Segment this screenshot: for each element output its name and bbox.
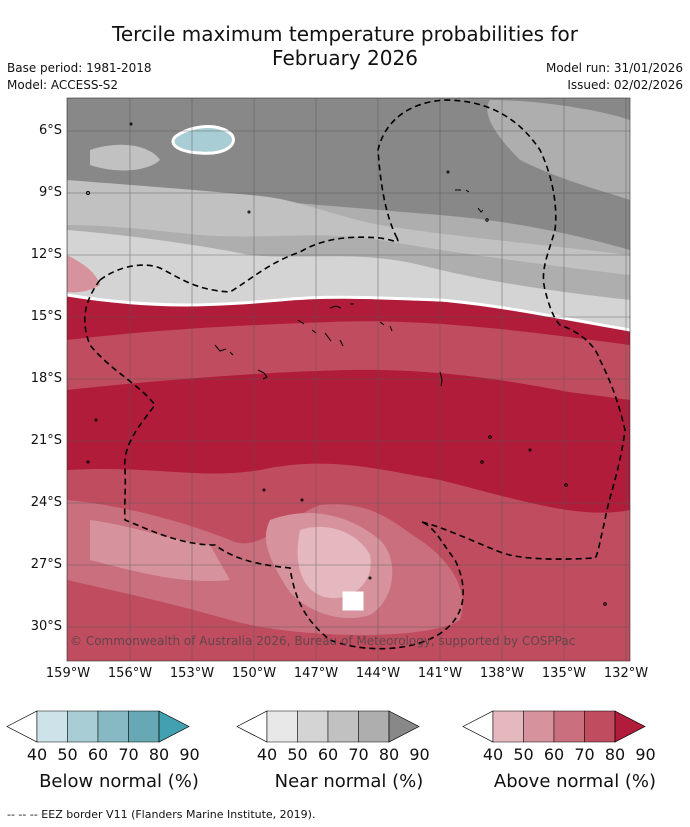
colorbar-segment — [553, 710, 585, 743]
y-tick-label: 30°S — [30, 619, 62, 634]
colorbar-segment — [128, 710, 160, 743]
x-tick-label: 156°W — [107, 666, 153, 681]
x-tick-label: 141°W — [417, 666, 463, 681]
island-outlines — [86, 122, 607, 606]
colorbar-tick-label: 90 — [635, 745, 656, 764]
colorbar-tick-label: 50 — [57, 745, 78, 764]
colorbar-tick-label: 70 — [348, 745, 369, 764]
eez-border-north — [99, 236, 399, 293]
x-tick-label: 132°W — [603, 666, 649, 681]
colorbar-segment — [584, 710, 616, 743]
below-normal-patch — [171, 125, 235, 155]
colorbar-segment — [67, 710, 99, 743]
colorbar-below — [6, 710, 190, 743]
above-70-field-sw — [67, 600, 240, 661]
colorbar-above — [462, 710, 646, 743]
model-run: Model run: 31/01/2026 — [545, 61, 683, 75]
y-tick-label: 18°S — [30, 371, 62, 386]
colorbar-high-arrow — [614, 710, 646, 743]
colorbar-segment — [266, 710, 298, 743]
near-80-patch — [487, 100, 630, 200]
colorbar-title-above: Above normal (%) — [493, 771, 657, 792]
above-50-patch-nw — [67, 255, 100, 293]
colorbar-tick-label: 60 — [317, 745, 339, 764]
y-tick-label: 12°S — [30, 247, 62, 262]
near-normal-patch — [342, 591, 364, 611]
colorbar-tick-label: 40 — [26, 745, 48, 764]
title-line-2: February 2026 — [272, 46, 418, 70]
colorbar-tick-label: 40 — [256, 745, 278, 764]
x-tick-label: 147°W — [293, 666, 339, 681]
y-tick-label: 15°S — [30, 309, 62, 324]
colorbar-tick-label: 60 — [543, 745, 565, 764]
base-period: Base period: 1981-2018 — [7, 61, 152, 75]
colorbar-tick-label: 40 — [482, 745, 504, 764]
colorbar-low-arrow — [236, 710, 268, 743]
copyright-note: © Commonwealth of Australia 2026, Bureau… — [70, 634, 576, 648]
colorbar-segment — [492, 710, 524, 743]
colorbar-title-near: Near normal (%) — [274, 771, 424, 792]
near-70-band — [67, 180, 630, 275]
colorbar-tick-label: 90 — [179, 745, 200, 764]
y-tick-label: 21°S — [30, 433, 62, 448]
colorbar-low-arrow — [6, 710, 38, 743]
x-tick-label: 135°W — [541, 666, 587, 681]
colorbar-segment — [327, 710, 359, 743]
colorbar-high-arrow — [388, 710, 420, 743]
eez-border-west — [84, 279, 464, 650]
eez-footnote: -- -- -- EEZ border V11 (Flanders Marine… — [7, 808, 316, 821]
map-fields — [67, 98, 630, 661]
colorbar-segment — [297, 710, 329, 743]
meta-left: Base period: 1981-2018 Model: ACCESS-S2 — [7, 60, 152, 94]
eez-border-east — [377, 99, 626, 560]
colorbar-segment — [523, 710, 555, 743]
colorbar-tick-label: 70 — [118, 745, 139, 764]
colorbar-tick-label: 90 — [409, 745, 430, 764]
y-tick-label: 6°S — [38, 123, 62, 138]
near-70-patch — [90, 144, 160, 171]
issued-date: Issued: 02/02/2026 — [567, 78, 683, 92]
colorbar-tick-label: 80 — [604, 745, 626, 764]
y-tick-label: 9°S — [38, 185, 62, 200]
y-tick-label: 27°S — [30, 557, 62, 572]
near-normal-boundary — [67, 293, 630, 332]
x-tick-label: 138°W — [479, 666, 525, 681]
graticule — [67, 98, 630, 661]
colorbar-tick-label: 50 — [287, 745, 308, 764]
colorbar-tick-label: 80 — [378, 745, 400, 764]
colorbar-tick-label: 70 — [574, 745, 595, 764]
colorbar-segment — [97, 710, 129, 743]
colorbar-tick-label: 80 — [148, 745, 170, 764]
map-frame — [66, 97, 631, 662]
colorbar-tick-label: 50 — [513, 745, 534, 764]
colorbar-near — [236, 710, 420, 743]
model-name: Model: ACCESS-S2 — [7, 78, 119, 92]
x-tick-label: 150°W — [231, 666, 277, 681]
colorbar-title-below: Below normal (%) — [39, 771, 199, 792]
x-tick-label: 144°W — [355, 666, 401, 681]
above-90-band — [67, 369, 630, 420]
legend-colorbars — [6, 710, 646, 743]
colorbar-high-arrow — [158, 710, 190, 743]
colorbar-segment — [36, 710, 68, 743]
title-line-1: Tercile maximum temperature probabilitie… — [112, 22, 578, 46]
meta-right: Model run: 31/01/2026 Issued: 02/02/2026 — [546, 60, 683, 94]
chart-title: Tercile maximum temperature probabilitie… — [0, 22, 690, 70]
y-tick-label: 24°S — [30, 495, 62, 510]
x-tick-label: 159°W — [45, 666, 91, 681]
x-tick-label: 153°W — [169, 666, 215, 681]
above-50-field-west — [90, 520, 230, 581]
colorbar-tick-label: 60 — [87, 745, 109, 764]
colorbar-segment — [358, 710, 390, 743]
colorbar-low-arrow — [462, 710, 494, 743]
